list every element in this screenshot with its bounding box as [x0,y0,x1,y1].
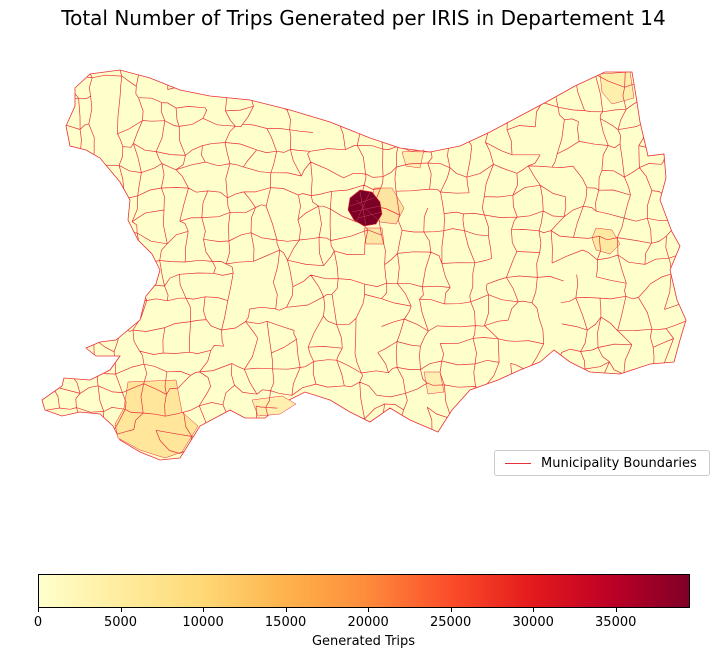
colorbar-tick-label: 5000 [103,615,138,630]
map-legend: Municipality Boundaries [494,450,710,476]
colorbar-tick-label: 25000 [429,615,472,630]
colorbar-label: Generated Trips [311,634,416,649]
colorbar-tick-mark [285,608,287,612]
colorbar-tick-mark [38,608,39,612]
choropleth-map [41,69,687,461]
colorbar-tick-mark [368,608,370,612]
iris-area-medium [423,371,445,395]
map-title: Total Number of Trips Generated per IRIS… [61,6,666,30]
colorbar-tick-label: 20000 [347,615,389,630]
iris-area-medium [251,395,297,417]
colorbar-tick-label: 0 [33,615,43,630]
colorbar-tick-label: 30000 [512,615,554,630]
department-area [41,69,687,461]
colorbar-tick-label: 35000 [595,615,637,630]
colorbar-tick-label: 10000 [182,615,224,630]
colorbar-tick-mark [615,608,617,612]
colorbar-tick-mark [450,608,452,612]
colorbar-tick-label: 15000 [264,615,307,630]
legend-label: Municipality Boundaries [541,455,697,471]
colorbar-tick-mark [533,608,535,612]
iris-area-medium [114,379,199,459]
colorbar-tick-mark [203,608,205,612]
colorbar-tick-mark [120,608,122,612]
urban-core-boundaries [349,191,383,227]
boundary-line-swatch [505,462,531,464]
colorbar [38,574,690,608]
